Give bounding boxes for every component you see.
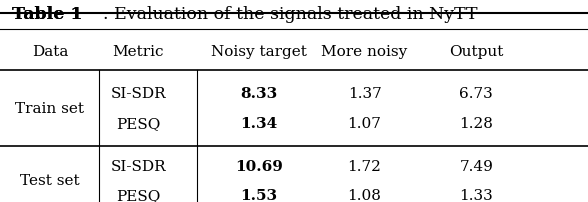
Text: PESQ: PESQ (116, 189, 161, 202)
Text: Output: Output (449, 44, 503, 59)
Text: 6.73: 6.73 (459, 87, 493, 101)
Text: Data: Data (32, 44, 68, 59)
Text: 1.08: 1.08 (348, 189, 382, 202)
Text: 1.72: 1.72 (348, 160, 382, 174)
Text: 1.07: 1.07 (348, 117, 382, 131)
Text: SI-SDR: SI-SDR (111, 87, 166, 101)
Text: 8.33: 8.33 (240, 87, 278, 101)
Text: Test set: Test set (20, 174, 80, 188)
Text: PESQ: PESQ (116, 117, 161, 131)
Text: Noisy target: Noisy target (211, 44, 307, 59)
Text: Metric: Metric (112, 44, 164, 59)
Text: . Evaluation of the signals treated in NyTT: . Evaluation of the signals treated in N… (103, 6, 477, 23)
Text: More noisy: More noisy (322, 44, 407, 59)
Text: Train set: Train set (15, 102, 85, 116)
Text: 1.28: 1.28 (459, 117, 493, 131)
Text: Table 1: Table 1 (12, 6, 82, 23)
Text: 1.37: 1.37 (348, 87, 382, 101)
Text: SI-SDR: SI-SDR (111, 160, 166, 174)
Text: 7.49: 7.49 (459, 160, 493, 174)
Text: 1.33: 1.33 (459, 189, 493, 202)
Text: Table 1: Table 1 (12, 6, 82, 23)
Text: 1.53: 1.53 (240, 189, 278, 202)
Text: 1.34: 1.34 (240, 117, 278, 131)
Text: 10.69: 10.69 (235, 160, 283, 174)
